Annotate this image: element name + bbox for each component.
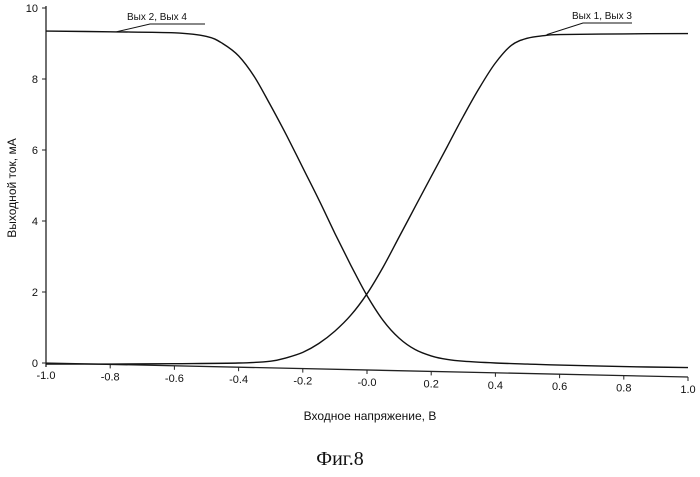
series-line-2 [46,34,688,365]
x-tick-label: -1.0 [37,370,56,382]
x-tick-label: -0.0 [358,377,377,389]
x-tick-label: 0.6 [552,381,567,393]
x-tick-label: -0.4 [229,374,248,386]
y-tick-label: 2 [32,287,38,299]
y-tick-label: 8 [32,74,38,86]
x-tick-label: -0.2 [293,376,312,388]
chart-axes [46,6,688,377]
y-tick-label: 6 [32,145,38,157]
chart-series [46,31,688,368]
legend-label-1: Вых 2, Вых 4 [127,12,187,23]
x-tick-label: -0.6 [165,373,184,385]
legend-leader-2 [547,23,632,35]
figure-caption: Фиг.8 [316,448,363,470]
x-tick-label: 0.8 [616,383,631,395]
x-tick-label: -0.8 [101,371,120,383]
legend-leader-1 [117,24,205,32]
chart-legend: Вых 2, Вых 4 Вых 1, Вых 3 [117,11,633,35]
legend-label-2: Вых 1, Вых 3 [572,11,632,22]
x-tick-label: 0.4 [488,380,503,392]
y-tick-label: 4 [32,216,38,228]
x-axis-title: Входное напряжение, В [304,409,437,423]
x-tick-label: 1.0 [680,384,695,396]
x-ticks: -1.0 -0.8 -0.6 -0.4 -0.2 -0.0 0.2 0.4 0.6 0.8 1.0 [37,363,696,396]
x-tick-label: 0.2 [424,378,439,390]
y-tick-label: 10 [26,3,38,15]
y-tick-label: 0 [32,358,38,370]
y-axis-title: Выходной ток, мА [5,138,19,237]
y-ticks: 0 2 4 6 8 10 [26,3,46,370]
series-line-1 [46,31,688,368]
